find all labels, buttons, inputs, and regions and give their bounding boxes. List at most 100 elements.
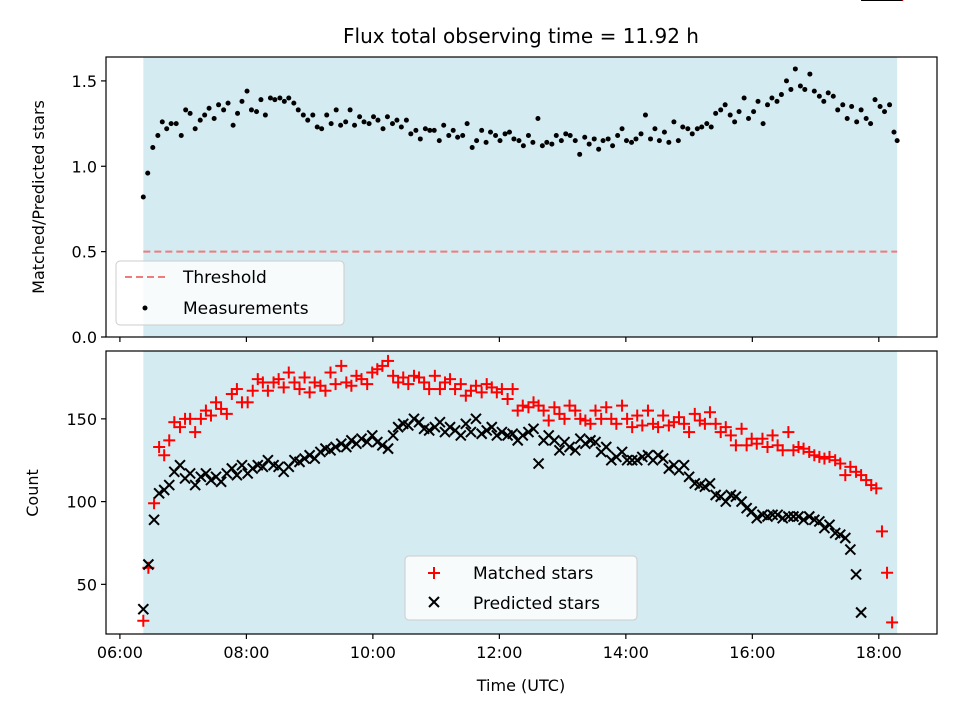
measurement-point xyxy=(221,107,227,113)
matched-star-marker xyxy=(558,412,571,425)
matched-star-marker xyxy=(678,417,691,430)
measurement-point xyxy=(638,131,644,137)
measurement-point xyxy=(319,126,325,132)
predicted-star-marker xyxy=(460,418,472,430)
measurement-point xyxy=(254,109,260,115)
matched-star-marker xyxy=(329,378,342,391)
measurement-point xyxy=(596,146,602,152)
predicted-star-marker xyxy=(589,436,602,448)
bottom-y-tick-label: 100 xyxy=(66,493,97,512)
measurement-point xyxy=(431,127,437,133)
measurement-point xyxy=(239,98,245,104)
measurement-point xyxy=(352,122,358,128)
predicted-star-marker xyxy=(792,510,805,523)
matched-star-marker xyxy=(542,414,555,427)
matched-legend-swatch xyxy=(428,567,440,579)
chart-title: Flux total observing time = 11.92 h xyxy=(343,24,699,48)
measurement-point xyxy=(727,112,733,118)
measurement-point xyxy=(769,95,775,101)
predicted-star-marker xyxy=(850,568,862,581)
measurement-point xyxy=(216,102,222,108)
matched-star-marker xyxy=(361,378,374,391)
matched-star-marker xyxy=(418,376,431,389)
measurement-point xyxy=(511,136,517,142)
predicted-star-marker xyxy=(663,462,675,475)
matched-star-marker xyxy=(818,452,831,465)
predicted-star-marker xyxy=(195,471,207,483)
x-tick-label: 12:00 xyxy=(476,643,522,662)
measurement-point xyxy=(586,141,592,147)
measurement-point xyxy=(685,126,691,132)
matched-star-marker xyxy=(569,404,582,417)
matched-star-marker xyxy=(184,412,197,425)
matched-star-marker xyxy=(652,421,665,434)
predicted-star-marker xyxy=(782,510,795,523)
predicted-legend-label: Predicted stars xyxy=(473,594,600,614)
measurement-point xyxy=(863,115,869,121)
measurement-point xyxy=(506,129,512,135)
predicted-star-marker xyxy=(600,441,612,453)
x-tick-label: 08:00 xyxy=(223,643,269,662)
measurement-point xyxy=(258,97,264,103)
predicted-star-marker xyxy=(470,413,482,425)
predicted-star-marker xyxy=(532,457,545,470)
bottom-y-tick-label: 50 xyxy=(77,575,97,594)
predicted-star-marker xyxy=(444,421,456,433)
predicted-star-marker xyxy=(548,434,561,447)
measurement-point xyxy=(652,126,658,132)
top-ylabel: Matched/Predicted stars xyxy=(29,100,48,294)
measurement-point xyxy=(516,138,522,144)
measurement-point xyxy=(347,107,353,113)
measurement-point xyxy=(436,138,442,144)
measurement-point xyxy=(469,144,475,150)
measurement-point xyxy=(783,78,789,84)
bottom-panel: 50 100 150 06:00 08:00 10:00 12:00 14:00 16:00 18… xyxy=(23,0,938,695)
matched-star-marker xyxy=(621,412,634,425)
x-tick-label: 18:00 xyxy=(856,643,902,662)
predicted-star-marker xyxy=(174,459,186,471)
top-series-0 xyxy=(140,66,900,200)
measurement-point xyxy=(248,107,254,113)
predicted-star-marker xyxy=(569,444,581,457)
measurement-point xyxy=(230,122,236,128)
matched-star-marker xyxy=(698,417,711,430)
matched-star-marker xyxy=(148,497,161,510)
measurement-point xyxy=(206,105,212,111)
predicted-star-marker xyxy=(335,437,347,450)
measurement-point xyxy=(830,93,836,99)
measurement-point xyxy=(497,138,503,144)
predicted-star-marker xyxy=(189,479,201,491)
predicted-star-marker xyxy=(616,446,628,458)
matched-star-marker xyxy=(444,373,457,386)
predicted-star-marker xyxy=(465,426,477,438)
matched-star-marker xyxy=(397,371,410,384)
x-axis-label: Time (UTC) xyxy=(476,676,565,695)
measurement-point xyxy=(343,119,349,125)
predicted-star-marker xyxy=(324,444,337,457)
predicted-star-marker xyxy=(766,509,779,521)
measurement-point xyxy=(168,121,174,127)
matched-star-marker xyxy=(303,386,316,399)
measurement-point xyxy=(520,143,526,149)
measurement-point xyxy=(656,138,662,144)
matched-star-marker xyxy=(792,440,805,453)
matched-star-marker xyxy=(616,399,629,412)
predicted-star-marker xyxy=(236,459,248,471)
measurement-point xyxy=(849,104,855,110)
matched-star-marker xyxy=(584,417,597,430)
matched-star-marker xyxy=(220,407,233,420)
predicted-star-marker xyxy=(745,505,758,518)
measurement-point xyxy=(225,100,231,106)
matched-star-marker xyxy=(631,409,644,422)
measurement-point xyxy=(894,138,900,144)
matched-star-marker xyxy=(782,426,795,439)
matched-star-marker xyxy=(729,439,742,452)
bottom-series-1 xyxy=(137,0,903,619)
matched-star-marker xyxy=(724,429,737,442)
top-y-tick-label: 1.0 xyxy=(72,157,97,176)
predicted-star-marker xyxy=(527,423,540,435)
measurement-point xyxy=(629,139,635,145)
measurement-point xyxy=(821,98,827,104)
matched-star-marker xyxy=(600,401,613,414)
measurement-point xyxy=(427,127,433,133)
